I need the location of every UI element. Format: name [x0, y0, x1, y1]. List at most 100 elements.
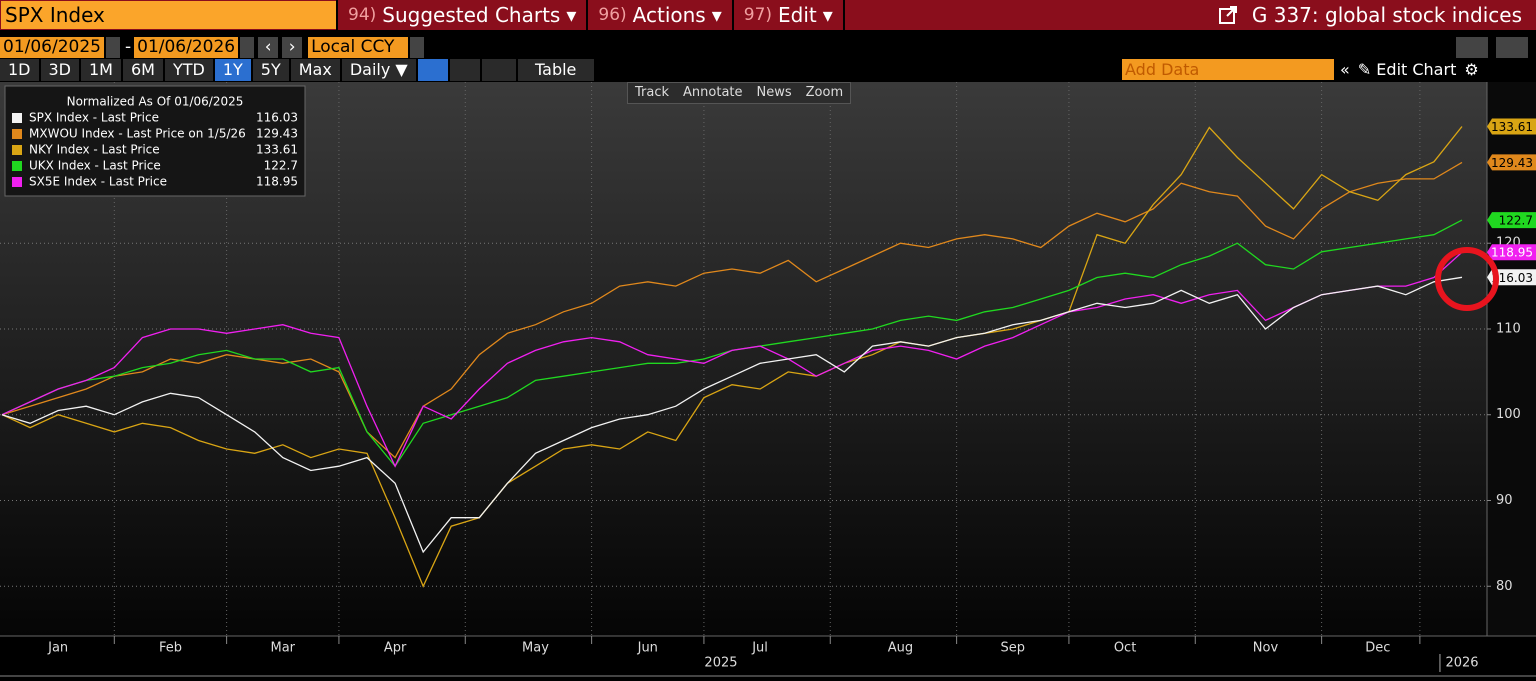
series-line: [1, 126, 1463, 588]
legend-label: UKX Index - Last Price: [29, 159, 161, 173]
table-button[interactable]: Table: [517, 59, 594, 81]
y-tick-label: 80: [1496, 579, 1513, 594]
bar-style[interactable]: [449, 59, 480, 81]
calendar[interactable]: [105, 36, 120, 58]
frequency[interactable]: Daily ▼: [341, 59, 416, 81]
value-tag-label: 133.61: [1491, 120, 1533, 134]
range-button[interactable]: 1M: [81, 59, 121, 81]
date-separator: -: [124, 37, 132, 57]
start-date[interactable]: 01/06/2025: [0, 36, 104, 58]
x-tick-label: Apr: [384, 641, 407, 656]
value-tag: [1487, 118, 1536, 135]
range-button[interactable]: 6M: [122, 59, 163, 81]
caret: ▾: [711, 3, 722, 27]
menu-item[interactable]: 94) Suggested Charts ▾: [336, 0, 586, 30]
security[interactable]: SPX Index: [1, 1, 336, 29]
highlight-circle: [1435, 247, 1499, 311]
menu-item[interactable]: 96) Actions ▾: [586, 0, 731, 30]
value-tag: [1487, 244, 1536, 261]
page-title-text: G 337: global stock indices: [1251, 3, 1522, 27]
prev[interactable]: ‹: [258, 36, 279, 58]
calendar[interactable]: [240, 36, 255, 58]
edit-chart-group: « ✎ Edit Chart ⚙: [1340, 59, 1479, 81]
range-button[interactable]: 1Y: [214, 59, 251, 81]
legend-swatch: [12, 129, 22, 139]
add-data[interactable]: Add Data: [1122, 59, 1334, 80]
menu-item[interactable]: 97) Edit ▾: [731, 0, 845, 30]
undo[interactable]: [1456, 36, 1488, 58]
dropdown[interactable]: [410, 36, 425, 58]
menu-number: 97): [743, 5, 773, 25]
range-buttons: 1D 3D 1M 6M YTD 1Y 5Y Max: [0, 59, 342, 81]
x-tick-label: Aug: [888, 641, 913, 656]
legend: Normalized As Of 01/06/2025 SPX Index - L…: [4, 85, 306, 197]
menu-number: 96): [598, 5, 627, 25]
caret: ▾: [822, 3, 833, 27]
range-button[interactable]: YTD: [164, 59, 213, 81]
page-title: G 337: global stock indices: [1218, 3, 1536, 27]
legend-label: MXWOU Index - Last Price on 1/5/26: [29, 127, 246, 141]
x-tick-label: Nov: [1253, 641, 1279, 656]
range-button[interactable]: Max: [290, 59, 340, 81]
range-button[interactable]: 1D: [0, 59, 39, 81]
legend-box: [4, 85, 306, 197]
legend-value: 116.03: [256, 111, 298, 125]
frequency-label: Daily: [349, 60, 391, 79]
title-bar: SPX Index 94) Suggested Charts ▾ 96) Action…: [0, 0, 1536, 30]
caret: ▾: [566, 3, 577, 27]
legend-label: SPX Index - Last Price: [29, 111, 159, 125]
x-tick-label: Jan: [47, 641, 68, 656]
chart-tool[interactable]: Track: [635, 85, 670, 100]
menu-label: Actions: [632, 3, 706, 27]
x-group-label: 2025: [704, 656, 737, 671]
x-tick-label: Jun: [637, 641, 658, 656]
chart-tool[interactable]: News: [756, 85, 792, 100]
range-button[interactable]: 5Y: [252, 59, 289, 81]
style-dropdown[interactable]: [481, 59, 516, 81]
range-button[interactable]: 3D: [40, 59, 79, 81]
chart-tool[interactable]: Zoom: [805, 85, 844, 100]
value-tag-label: 116.03: [1491, 271, 1533, 285]
currency[interactable]: Local CCY: [308, 36, 409, 58]
legend-swatch: [12, 113, 22, 123]
collapse[interactable]: «: [1340, 60, 1350, 79]
legend-label: SX5E Index - Last Price: [29, 175, 167, 189]
end-date[interactable]: 01/06/2026: [134, 36, 239, 58]
legend-title: Normalized As Of 01/06/2025: [67, 95, 244, 109]
axis-background: [1487, 82, 1536, 636]
y-tick-label: 110: [1496, 321, 1521, 336]
edit-chart[interactable]: ✎ Edit Chart: [1357, 60, 1457, 79]
x-tick-label: Dec: [1365, 641, 1390, 656]
chart-tool[interactable]: Annotate: [683, 85, 743, 100]
value-tag-label: 122.7: [1499, 214, 1533, 228]
value-tag-label: 129.43: [1491, 156, 1533, 170]
settings[interactable]: ⚙: [1464, 60, 1479, 79]
series-line: [1, 276, 1463, 554]
x-tick-label: May: [522, 641, 549, 656]
menu-label: Edit: [778, 3, 817, 27]
x-group-label: 2026: [1445, 656, 1478, 671]
value-tag-label: 118.95: [1491, 246, 1533, 260]
series-line: [1, 251, 1463, 468]
edit-chart-label: Edit Chart: [1376, 60, 1457, 79]
series-line: [1, 161, 1463, 459]
y-tick-label: 90: [1496, 493, 1513, 508]
legend-value: 118.95: [256, 175, 298, 189]
x-tick-label: Mar: [271, 641, 296, 656]
line-style[interactable]: [417, 59, 448, 81]
redo[interactable]: [1496, 36, 1528, 58]
legend-value: 122.7: [264, 159, 298, 173]
popout-icon[interactable]: [1218, 5, 1238, 25]
legend-swatch: [12, 161, 22, 171]
y-tick-label: 100: [1496, 407, 1521, 422]
menu-number: 94): [348, 5, 377, 25]
value-tag: [1487, 154, 1536, 171]
toolbar: 1D 3D 1M 6M YTD 1Y 5Y Max Daily ▼ Table Add Dat…: [0, 59, 1536, 81]
value-tag: [1487, 269, 1536, 286]
x-tick-label: Oct: [1114, 641, 1136, 656]
legend-value: 133.61: [256, 143, 298, 157]
date-row: 01/06/2025 - 01/06/2026 ‹ › Local CCY: [0, 36, 1536, 58]
next[interactable]: ›: [282, 36, 303, 58]
legend-swatch: [12, 145, 22, 155]
